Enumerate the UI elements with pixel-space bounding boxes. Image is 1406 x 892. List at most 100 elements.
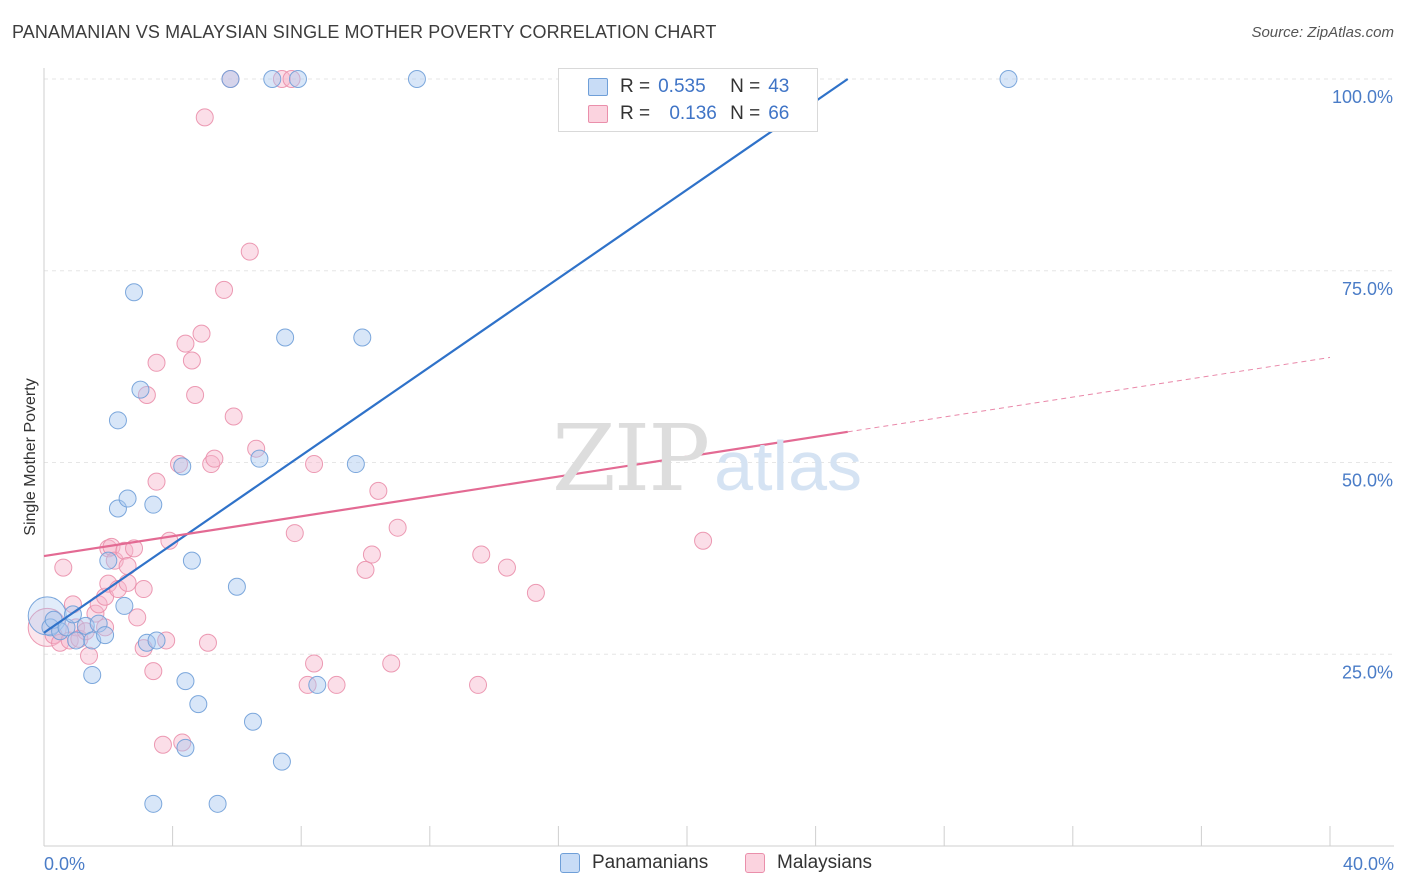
scatter-point <box>147 472 166 491</box>
y-tick-label: 75.0% <box>1342 279 1393 299</box>
scatter-point <box>282 70 301 88</box>
legend-n-label: N = <box>730 76 761 97</box>
scatter-point <box>67 631 86 650</box>
scatter-point <box>382 654 401 673</box>
axes <box>43 68 1394 847</box>
scatter-point <box>182 551 201 570</box>
scatter-point <box>125 539 144 558</box>
scatter-point <box>388 518 407 537</box>
scatter-point <box>526 583 545 602</box>
legend-r-label: R = <box>620 103 651 124</box>
y-axis-label: Single Mother Poverty <box>22 378 39 535</box>
scatter-point <box>170 455 189 474</box>
scatter-point <box>57 618 76 637</box>
scatter-point <box>131 380 150 399</box>
scatter-point <box>353 328 372 347</box>
gridlines <box>44 78 1394 655</box>
scatter-point <box>147 631 166 650</box>
scatter-point <box>224 407 243 426</box>
legend-n-value: 43 <box>768 76 790 97</box>
scatter-point <box>346 455 365 474</box>
scatter-point <box>469 675 488 694</box>
y-tick-label: 25.0% <box>1342 662 1393 682</box>
scatter-point <box>205 449 224 468</box>
y-tick-label: 100.0% <box>1332 87 1393 107</box>
x-axis-ticks <box>43 826 1331 846</box>
scatter-point <box>369 481 388 500</box>
scatter-point <box>176 334 195 353</box>
legend-item-panamanians[interactable]: Panamanians <box>560 852 708 874</box>
malaysians-swatch <box>745 853 765 873</box>
scatter-point <box>173 733 192 752</box>
legend-swatch-pink <box>588 105 608 123</box>
scatter-point <box>157 631 176 650</box>
watermark: ZIPatlas <box>552 405 862 512</box>
malaysians-trend-extension <box>847 356 1331 433</box>
legend-row-malaysians: R = 0.136 N = 66 <box>559 101 789 127</box>
scatter-point <box>89 614 108 633</box>
malaysians-trend-line <box>43 430 848 558</box>
scatter-point <box>195 108 214 127</box>
scatter-point <box>227 577 246 596</box>
watermark-zip: ZIP <box>552 405 710 512</box>
legend-r-label: R = <box>620 76 651 97</box>
scatter-point <box>198 633 217 652</box>
scatter-point <box>327 675 346 694</box>
legend-row-panamanians: R = 0.535 N = 43 <box>559 74 789 100</box>
scatter-point <box>276 328 295 347</box>
scatter-point <box>176 672 195 691</box>
scatter-point <box>298 675 317 694</box>
y-tick-label: 50.0% <box>1342 471 1393 491</box>
legend-item-malaysians[interactable]: Malaysians <box>745 852 872 874</box>
panamanians-label: Panamanians <box>592 852 709 873</box>
scatter-point <box>247 439 266 458</box>
scatter-point <box>118 573 137 592</box>
scatter-point <box>182 351 201 370</box>
scatter-point <box>407 70 426 88</box>
scatter-point <box>694 531 713 550</box>
scatter-point <box>134 580 153 599</box>
scatter-point <box>208 794 227 813</box>
source-label: Source: ZipAtlas.com <box>1251 24 1394 41</box>
scatter-point <box>128 608 147 627</box>
panamanians-points <box>27 70 1018 813</box>
scatter-point <box>147 353 166 372</box>
scatter-point <box>999 70 1018 88</box>
scatter-point <box>250 449 269 468</box>
scatter-point <box>144 794 163 813</box>
x-tick-label-min: 0.0% <box>44 854 85 874</box>
scatter-point <box>272 70 291 88</box>
legend-n-label: N = <box>730 103 761 124</box>
scatter-point <box>108 411 127 430</box>
legend-swatch-blue <box>588 78 608 96</box>
scatter-point <box>356 560 375 579</box>
scatter-point <box>305 455 324 474</box>
scatter-point <box>192 324 211 343</box>
scatter-point <box>221 70 240 88</box>
scatter-point <box>144 662 163 681</box>
scatter-point <box>308 675 327 694</box>
scatter-point <box>240 242 259 261</box>
scatter-point <box>115 596 134 615</box>
scatter-point <box>243 712 262 731</box>
malaysians-label: Malaysians <box>777 852 873 873</box>
y-axis-tick-labels: 25.0% 50.0% 75.0% 100.0% <box>1332 87 1393 682</box>
malaysians-points <box>27 70 713 754</box>
scatter-point <box>263 70 282 88</box>
scatter-point <box>96 626 115 645</box>
scatter-point <box>118 489 137 508</box>
scatter-point <box>176 738 195 757</box>
scatter-point <box>362 545 381 564</box>
panamanians-swatch <box>560 853 580 873</box>
scatter-point <box>54 558 73 577</box>
scatter-point <box>305 654 324 673</box>
scatter-point <box>27 607 67 647</box>
scatter-point <box>80 646 99 665</box>
chart-title: PANAMANIAN VS MALAYSIAN SINGLE MOTHER PO… <box>12 22 717 42</box>
panamanians-trend-line <box>43 78 849 634</box>
scatter-point <box>215 280 234 299</box>
series-legend: Panamanians Malaysians <box>0 852 1406 878</box>
scatter-point <box>70 629 89 648</box>
scatter-point <box>99 551 118 570</box>
